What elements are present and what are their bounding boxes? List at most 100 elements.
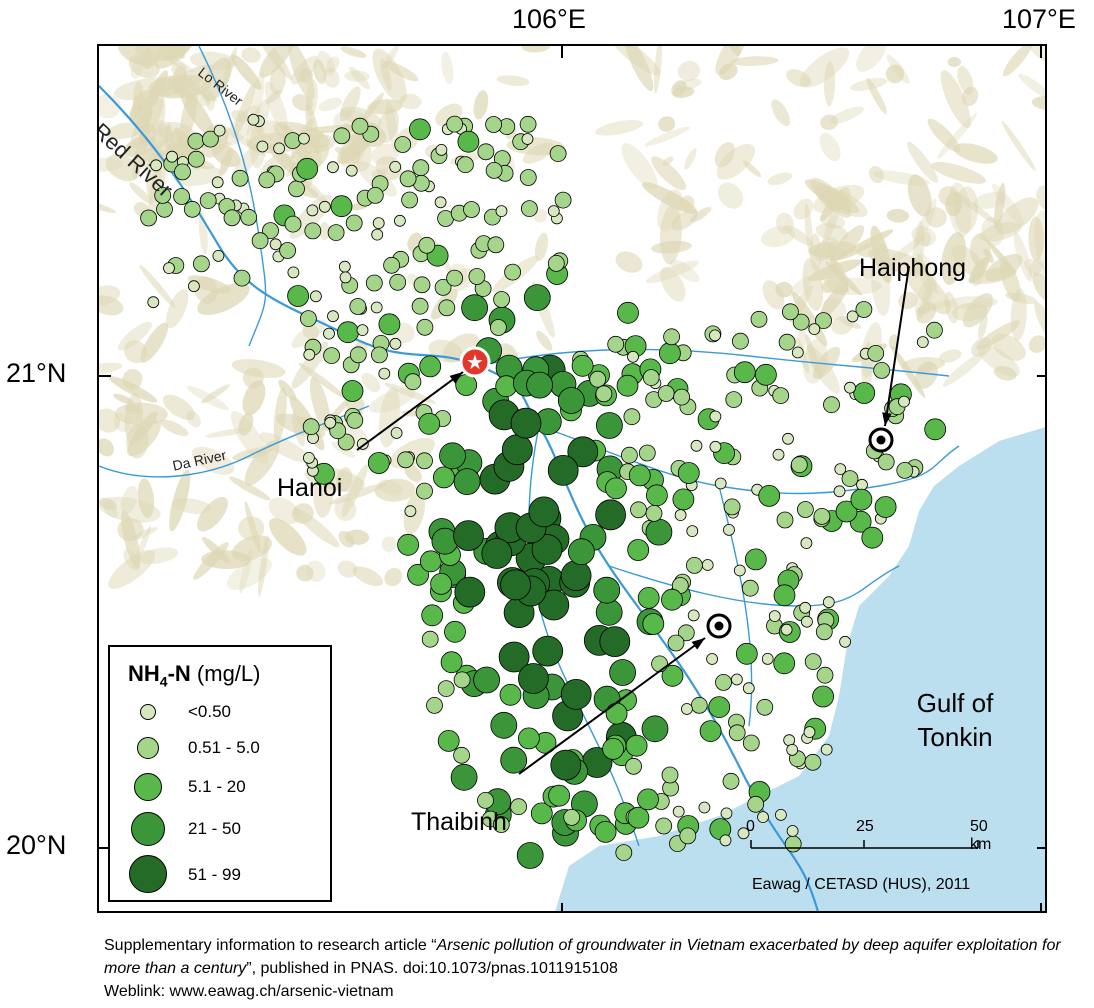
well-point: [401, 191, 419, 209]
well-point: [615, 844, 633, 861]
terrain-patch: [621, 143, 658, 190]
well-point: [397, 533, 420, 556]
well-point: [638, 444, 656, 462]
well-point: [408, 118, 431, 141]
scale-bar: 0 25 50 km: [746, 818, 991, 858]
terrain-patch: [441, 51, 454, 85]
haiphong-arrow: [884, 265, 910, 427]
well-point: [389, 337, 402, 350]
terrain-patch: [937, 113, 978, 159]
terrain-patch: [869, 165, 884, 184]
well-point: [641, 715, 669, 743]
well-point: [599, 626, 631, 657]
well-point: [778, 333, 796, 351]
well-point: [521, 133, 534, 145]
well-point: [698, 801, 711, 814]
terrain-patch: [166, 289, 189, 329]
terrain-patch: [953, 143, 998, 164]
terrain-patch: [349, 66, 370, 90]
river-line: [608, 565, 900, 607]
terrain-patch: [821, 190, 853, 214]
legend-symbol-1: [140, 704, 156, 720]
terrain-patch: [1031, 96, 1045, 111]
well-point: [873, 361, 891, 379]
well-point: [593, 576, 621, 604]
well-point: [341, 380, 364, 402]
well-point: [720, 807, 733, 820]
terrain-patch: [839, 318, 862, 329]
well-point: [430, 573, 453, 595]
well-point: [337, 321, 359, 344]
terrain-patch: [922, 232, 931, 247]
well-point: [750, 310, 768, 328]
well-point: [607, 335, 625, 353]
terrain-patch: [339, 86, 361, 122]
well-point: [404, 505, 417, 518]
terrain-patch: [201, 57, 232, 102]
well-point: [367, 452, 390, 474]
well-point: [287, 285, 310, 307]
caption-weblink: Weblink: www.eawag.ch/arsenic-vietnam: [104, 983, 394, 1000]
caption: Supplementary information to research ar…: [104, 934, 1084, 1003]
legend-title-sub: 4: [159, 673, 168, 690]
well-point: [457, 130, 480, 153]
terrain-patch: [249, 71, 265, 124]
well-point: [199, 192, 217, 210]
well-point: [279, 242, 297, 259]
well-point: [595, 499, 627, 531]
terrain-patch: [940, 70, 971, 128]
well-point: [657, 385, 675, 402]
well-point: [370, 301, 383, 314]
terrain-patch: [1018, 73, 1045, 100]
well-point: [709, 329, 721, 342]
well-point: [485, 116, 503, 133]
well-point: [605, 702, 628, 725]
well-point: [404, 373, 422, 391]
hanoi-arrow-head: [449, 372, 463, 384]
well-point: [487, 236, 505, 254]
well-point: [706, 653, 718, 665]
terrain-patch: [533, 208, 547, 223]
terrain-patch: [927, 118, 961, 153]
terrain-patch: [313, 59, 327, 84]
well-point: [761, 653, 774, 665]
well-point: [323, 347, 341, 365]
well-point: [432, 466, 455, 489]
terrain-patch: [930, 161, 987, 184]
terrain-patch: [836, 187, 851, 206]
well-point: [318, 200, 331, 213]
terrain-patch: [886, 54, 910, 84]
well-point: [874, 496, 897, 518]
well-point: [609, 659, 636, 686]
well-point: [791, 346, 804, 359]
well-point: [297, 132, 310, 145]
well-point: [686, 557, 703, 574]
well-point: [418, 412, 441, 435]
well-point: [642, 369, 660, 387]
terrain-patch: [381, 536, 397, 552]
well-point: [792, 313, 810, 331]
terrain-patch: [979, 222, 1022, 242]
well-point: [677, 624, 695, 642]
well-point: [547, 205, 560, 218]
terrain-patch: [812, 346, 841, 380]
well-point: [202, 130, 219, 148]
terrain-patch: [384, 382, 436, 404]
well-point: [416, 482, 433, 500]
well-point: [735, 642, 758, 665]
well-point: [330, 195, 353, 218]
terrain-patch: [372, 48, 407, 104]
river-network: [99, 46, 960, 911]
well-point: [681, 703, 693, 715]
well-point: [627, 806, 650, 829]
legend-title-nh: NH: [128, 661, 160, 686]
terrain-patch: [137, 478, 155, 519]
terrain-patch: [945, 192, 963, 217]
well-point: [677, 462, 700, 484]
well-point: [672, 488, 695, 511]
terrain-patch: [164, 55, 193, 73]
terrain-patch: [885, 64, 905, 84]
well-point: [602, 738, 624, 760]
well-point: [440, 651, 463, 674]
legend-label-5: 51 - 99: [188, 865, 241, 884]
